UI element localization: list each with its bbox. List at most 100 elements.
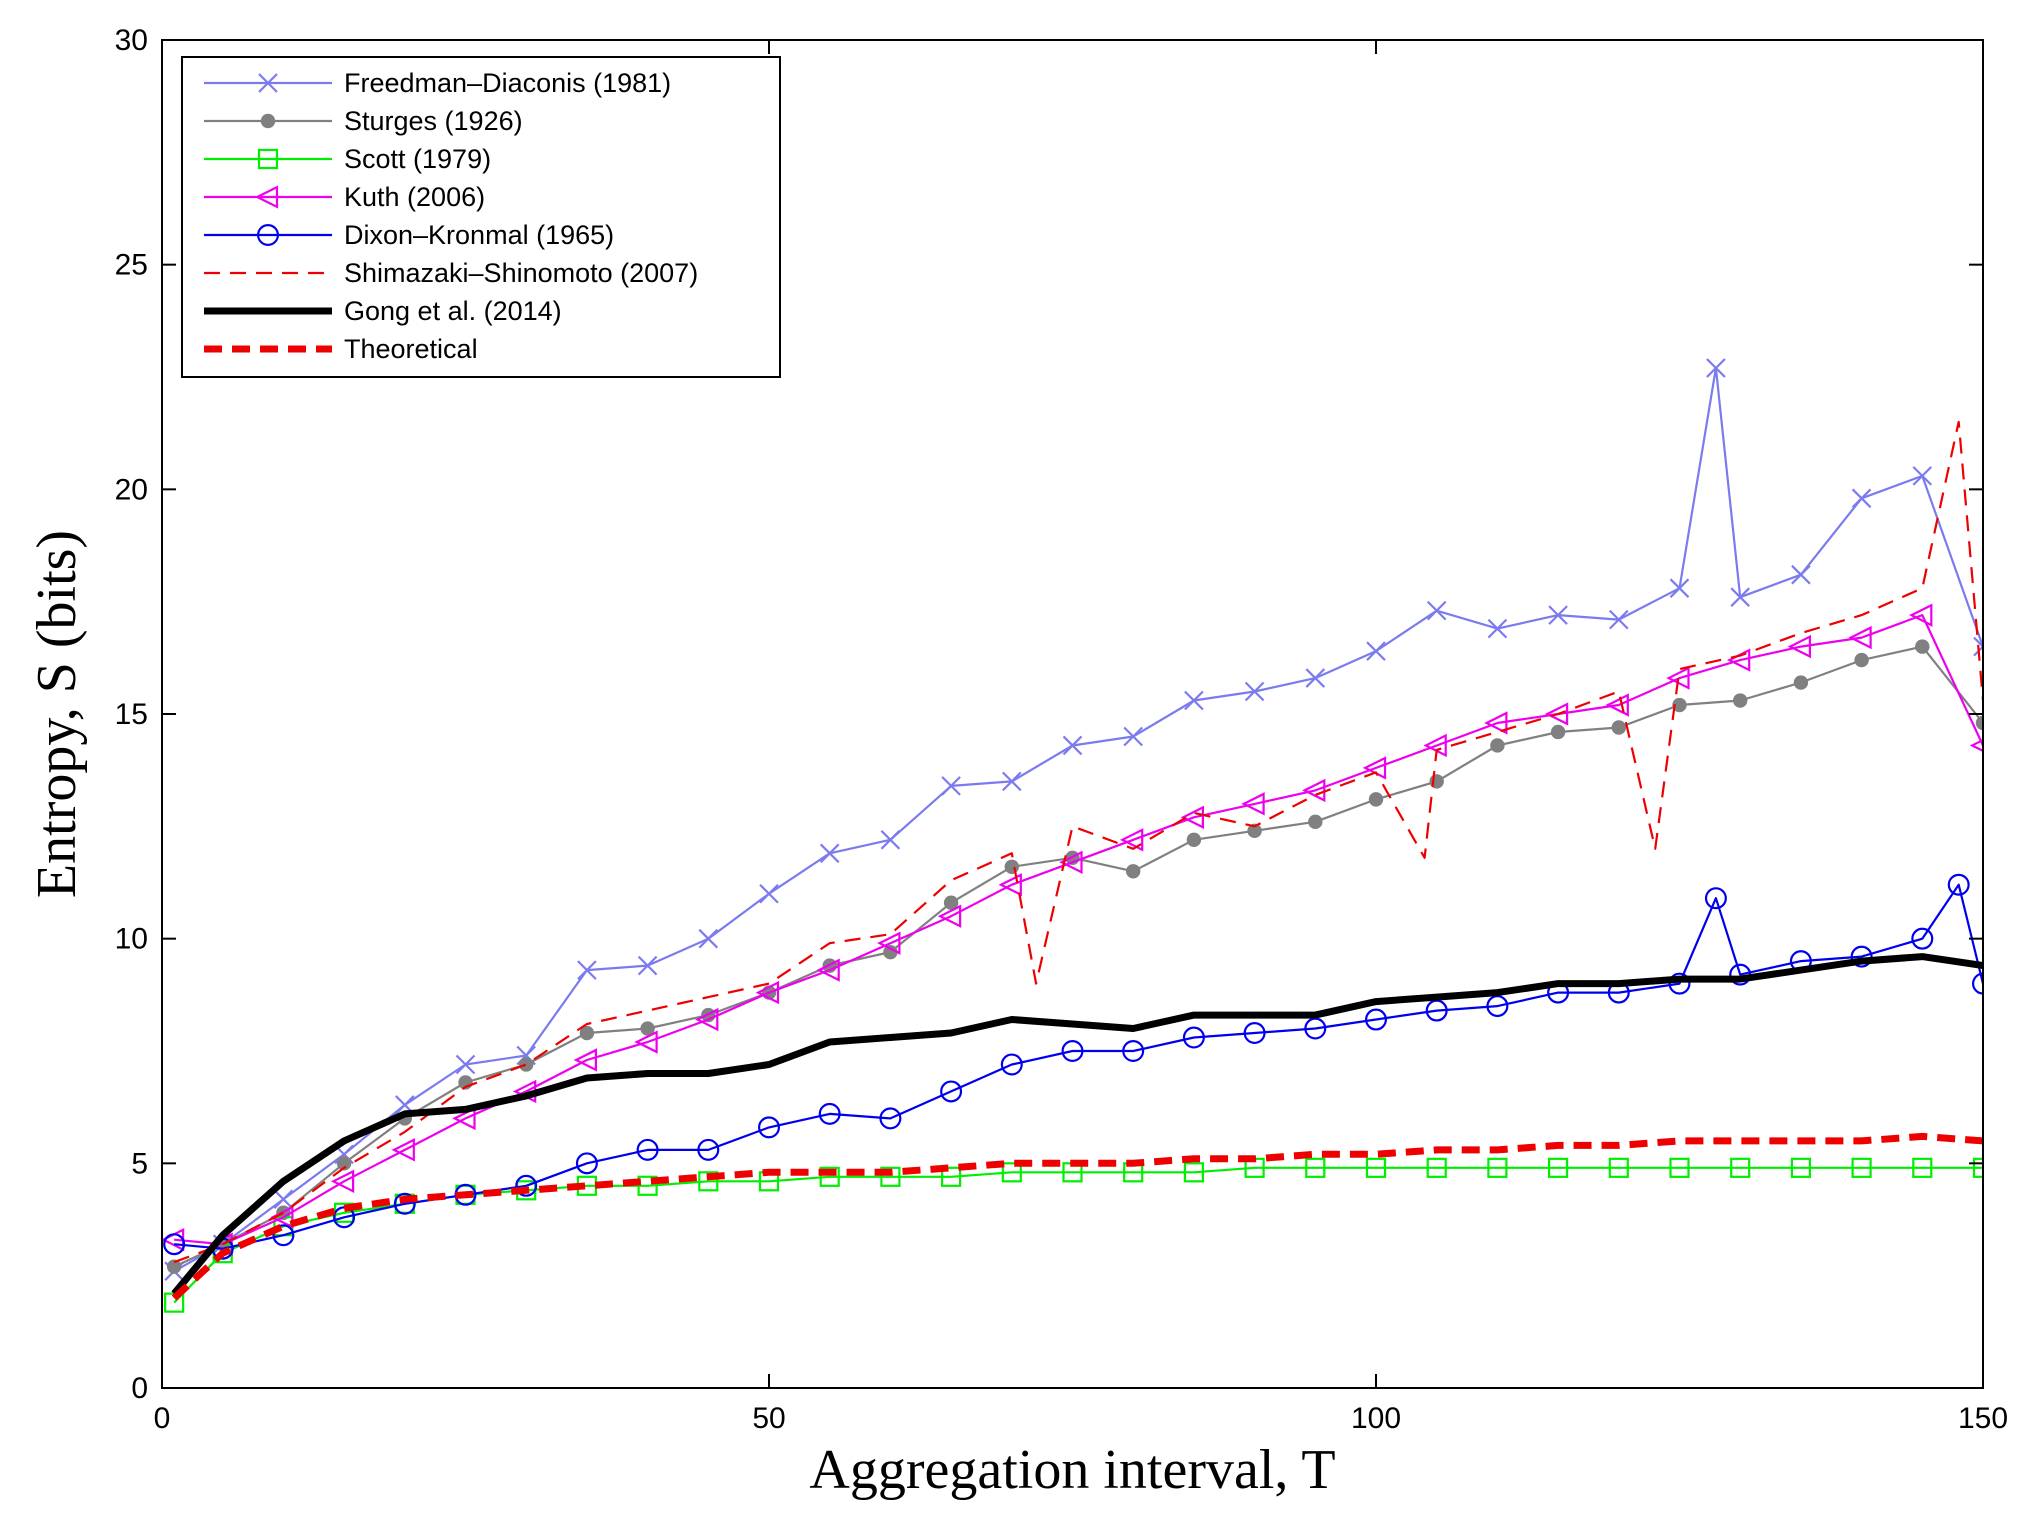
square-marker-point bbox=[819, 1166, 840, 1187]
triangle-marker-point bbox=[1605, 693, 1629, 717]
legend-entry: Dixon–Kronmal (1965) bbox=[204, 220, 614, 250]
triangle-marker-point bbox=[1848, 625, 1872, 650]
x-marker-point bbox=[759, 883, 779, 904]
series-line bbox=[171, 1132, 1983, 1301]
x-marker-point bbox=[698, 928, 719, 949]
circle-marker-point bbox=[272, 1224, 295, 1247]
square-marker-point bbox=[1547, 1157, 1569, 1178]
square-marker-point bbox=[940, 1166, 962, 1187]
y-tick-label: 0 bbox=[131, 1372, 148, 1405]
x-marker-point bbox=[258, 73, 278, 93]
y-tick-label: 30 bbox=[115, 24, 148, 57]
series-line bbox=[173, 613, 1983, 1246]
x-marker-point bbox=[1548, 605, 1568, 625]
triangle-marker-point bbox=[755, 980, 780, 1005]
legend-label: Sturges (1926) bbox=[344, 106, 523, 136]
circle-marker-point bbox=[1668, 972, 1691, 995]
x-marker-point bbox=[1973, 636, 1983, 657]
legend-label: Shimazaki–Shinomoto (2007) bbox=[344, 258, 698, 288]
x-tick-label: 150 bbox=[1958, 1402, 2008, 1435]
dot-marker-point bbox=[1126, 864, 1141, 879]
circle-marker-point bbox=[1122, 1039, 1145, 1062]
legend-label: Dixon–Kronmal (1965) bbox=[344, 220, 614, 250]
x-marker-point bbox=[941, 776, 961, 796]
triangle-marker-point bbox=[1180, 805, 1205, 830]
x-marker-point bbox=[1706, 358, 1726, 378]
dot-marker-point bbox=[1793, 675, 1809, 690]
circle-marker-point bbox=[257, 224, 280, 247]
triangle-marker-point bbox=[937, 904, 962, 928]
square-marker-point bbox=[1001, 1162, 1022, 1183]
square-marker-point bbox=[1730, 1157, 1751, 1178]
triangle-marker-point bbox=[391, 1138, 415, 1162]
dot-marker-point bbox=[336, 1156, 352, 1171]
series-6-group bbox=[171, 953, 1983, 1296]
circle-marker-point bbox=[879, 1107, 902, 1130]
square-marker-point bbox=[1790, 1157, 1812, 1178]
dot-marker-point bbox=[579, 1025, 595, 1041]
legend-entry: Shimazaki–Shinomoto (2007) bbox=[204, 258, 698, 288]
x-marker-point bbox=[1669, 578, 1690, 598]
legend-label: Gong et al. (2014) bbox=[344, 296, 562, 326]
circle-marker-point bbox=[1425, 999, 1448, 1022]
x-marker-point bbox=[1184, 690, 1204, 711]
x-tick-label: 0 bbox=[154, 1402, 171, 1435]
dot-marker-point bbox=[1247, 823, 1262, 839]
x-marker-point bbox=[1730, 587, 1750, 607]
circle-marker-point bbox=[393, 1192, 416, 1215]
dot-marker-point bbox=[1186, 832, 1202, 848]
circle-marker-point bbox=[1704, 887, 1727, 910]
legend-entry: Scott (1979) bbox=[204, 144, 491, 174]
circle-marker-point bbox=[1364, 1008, 1387, 1031]
square-marker-point bbox=[1305, 1157, 1326, 1178]
x-marker-point bbox=[577, 960, 597, 980]
x-marker-point bbox=[1123, 726, 1143, 747]
legend-label: Scott (1979) bbox=[344, 144, 491, 174]
dot-marker-point bbox=[166, 1259, 182, 1274]
legend-entry: Gong et al. (2014) bbox=[204, 296, 562, 326]
legend-label: Theoretical bbox=[344, 334, 478, 364]
series-0-group bbox=[164, 358, 1983, 1281]
square-marker-point bbox=[1183, 1162, 1205, 1183]
circle-marker-point bbox=[1911, 927, 1934, 950]
circle-marker-point bbox=[697, 1138, 720, 1161]
axis-ticks: 0 50 100 150 0 5 10 15 20 25 30 bbox=[115, 24, 2008, 1435]
square-marker-point bbox=[880, 1166, 901, 1187]
square-marker-point bbox=[698, 1171, 719, 1192]
circle-marker-point bbox=[575, 1152, 598, 1175]
circle-marker-point bbox=[1850, 945, 1873, 968]
y-axis-title: Entropy, S (bits) bbox=[26, 530, 88, 898]
triangle-marker-point bbox=[816, 958, 840, 982]
dot-marker-point bbox=[1308, 814, 1323, 830]
dot-marker-point bbox=[1915, 639, 1930, 654]
x-marker-point bbox=[1609, 609, 1629, 630]
x-axis-title: Aggregation interval, T bbox=[809, 1439, 1335, 1501]
square-marker-point bbox=[1608, 1157, 1629, 1178]
series-line bbox=[173, 420, 1983, 1264]
square-marker-point bbox=[1669, 1157, 1690, 1178]
series-line bbox=[173, 366, 1983, 1273]
x-marker-point bbox=[273, 1189, 294, 1210]
square-marker-point bbox=[1365, 1157, 1387, 1178]
circle-marker-point bbox=[1947, 873, 1970, 896]
square-marker-point bbox=[1426, 1157, 1447, 1178]
legend-box bbox=[181, 56, 781, 378]
y-tick-label: 5 bbox=[131, 1147, 148, 1180]
circle-marker-point bbox=[1243, 1022, 1266, 1045]
legend-label: Kuth (2006) bbox=[344, 182, 485, 212]
x-marker-point bbox=[1851, 488, 1872, 509]
triangle-marker-point bbox=[695, 1007, 719, 1032]
triangle-marker-point bbox=[1544, 702, 1569, 726]
series-line bbox=[173, 883, 1983, 1250]
x-marker-point bbox=[1487, 618, 1508, 639]
triangle-marker-point bbox=[1119, 828, 1144, 852]
dot-marker-point bbox=[943, 895, 959, 910]
square-marker-point bbox=[637, 1175, 658, 1196]
x-marker-point bbox=[880, 830, 901, 850]
x-marker-point bbox=[819, 843, 840, 864]
triangle-marker-point bbox=[1484, 711, 1508, 735]
circle-marker-point bbox=[163, 1233, 186, 1256]
y-tick-label: 20 bbox=[115, 473, 148, 506]
legend-label: Freedman–Diaconis (1981) bbox=[344, 68, 671, 98]
square-marker-point bbox=[1487, 1157, 1508, 1178]
